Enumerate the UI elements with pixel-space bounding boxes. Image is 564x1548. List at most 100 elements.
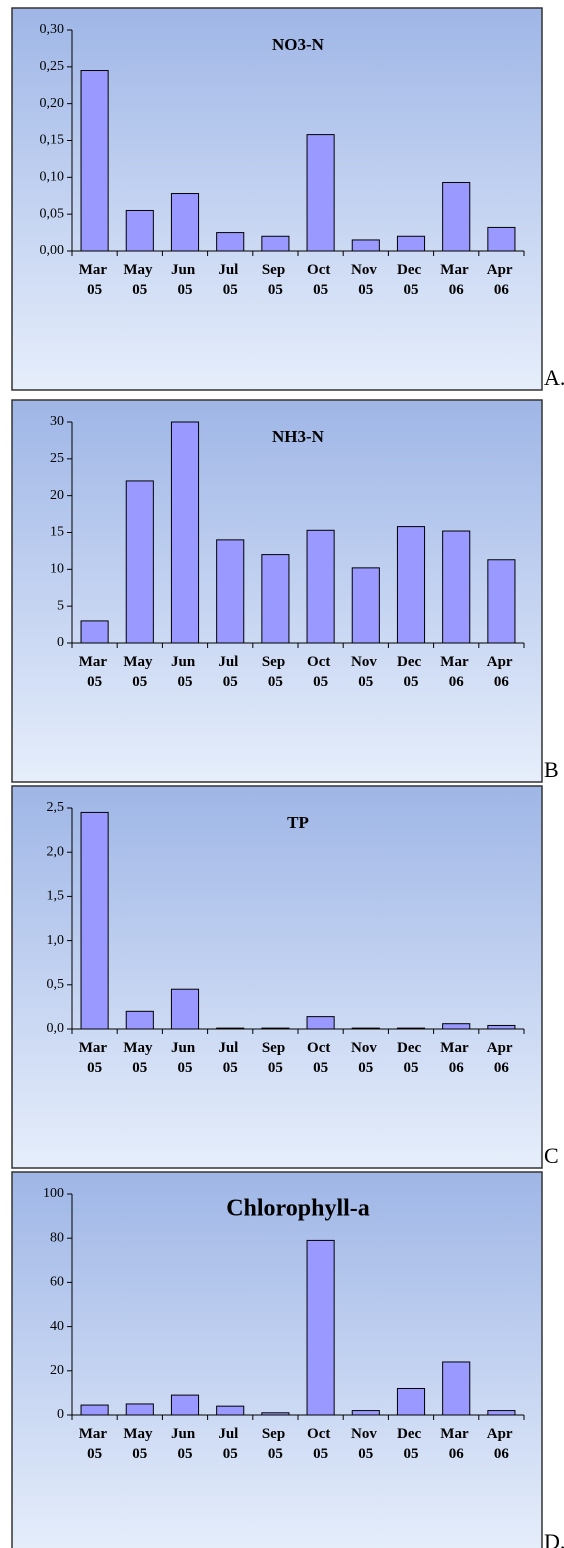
x-tick-label: Jun 05	[171, 654, 199, 690]
bar	[261, 1412, 290, 1416]
x-tick-label: Oct 05	[307, 1426, 334, 1462]
x-tick-label: Mar 06	[440, 654, 472, 690]
x-tick-label: Mar 05	[79, 262, 111, 298]
bar	[80, 811, 109, 1030]
bar	[351, 1410, 380, 1416]
x-tick-label: Jul 05	[218, 654, 242, 690]
bar	[487, 226, 516, 252]
x-tick-label: Mar 05	[79, 1040, 111, 1076]
x-tick-label: Apr 06	[487, 1040, 516, 1076]
bar	[396, 526, 426, 644]
panel	[11, 1171, 543, 1548]
x-tick-label: Oct 05	[307, 1040, 334, 1076]
x-tick-label: Sep 05	[262, 262, 289, 298]
x-tick-label: Nov 05	[351, 1426, 381, 1462]
y-tick-label: 2,5	[47, 800, 65, 815]
panel-label: D.	[544, 1529, 564, 1548]
chart-title: Chlorophyll-a	[226, 1196, 370, 1222]
bar	[216, 1405, 245, 1416]
y-tick-label: 1,0	[47, 933, 65, 948]
bar	[396, 1387, 426, 1416]
x-tick-label: Mar 06	[440, 262, 472, 298]
x-tick-label: Oct 05	[307, 654, 334, 690]
x-tick-label: Mar 05	[79, 1426, 111, 1462]
x-tick-label: Nov 05	[351, 654, 381, 690]
bar	[170, 421, 200, 644]
x-tick-label: Jun 05	[171, 262, 199, 298]
bar	[170, 988, 200, 1030]
bar	[442, 181, 471, 252]
y-tick-label: 1,5	[47, 889, 65, 904]
y-tick-label: 5	[57, 598, 64, 613]
y-tick-label: 0,30	[40, 22, 65, 37]
bar	[306, 1016, 335, 1030]
bar	[125, 480, 154, 644]
x-tick-label: Apr 06	[487, 654, 516, 690]
x-tick-label: Apr 06	[487, 1426, 516, 1462]
bar	[487, 1410, 516, 1416]
panel-label: B	[544, 757, 559, 782]
x-tick-label: Apr 06	[487, 262, 516, 298]
y-tick-label: 20	[50, 1363, 64, 1378]
bar	[261, 235, 290, 252]
bar	[80, 70, 109, 252]
bar	[306, 529, 335, 644]
y-tick-label: 0,0	[47, 1021, 65, 1036]
bar	[306, 134, 335, 252]
bar	[216, 232, 245, 252]
x-tick-label: Mar 06	[440, 1426, 472, 1462]
x-tick-label: Jul 05	[218, 1426, 242, 1462]
chart-title: NO3-N	[272, 35, 325, 54]
x-tick-label: Mar 06	[440, 1040, 472, 1076]
y-tick-label: 25	[50, 451, 64, 466]
y-tick-label: 80	[50, 1230, 64, 1245]
y-tick-label: 20	[50, 488, 64, 503]
chart-title: TP	[287, 813, 309, 832]
bar	[487, 1024, 516, 1030]
x-tick-label: Dec 05	[397, 262, 425, 298]
bar	[351, 567, 380, 644]
bar	[442, 530, 471, 644]
y-tick-label: 100	[43, 1186, 64, 1201]
x-tick-label: Sep 05	[262, 654, 289, 690]
y-tick-label: 0,20	[40, 96, 65, 111]
bar	[125, 1010, 154, 1030]
x-tick-label: Jun 05	[171, 1426, 199, 1462]
x-tick-label: Nov 05	[351, 262, 381, 298]
x-tick-label: May 05	[123, 1426, 156, 1462]
x-tick-label: Mar 05	[79, 654, 111, 690]
y-tick-label: 40	[50, 1319, 64, 1334]
bar	[442, 1023, 471, 1030]
x-tick-label: Oct 05	[307, 262, 334, 298]
bar	[442, 1361, 471, 1416]
bar	[170, 193, 200, 252]
x-tick-label: Dec 05	[397, 1426, 425, 1462]
bar	[306, 1239, 335, 1416]
chart-title: NH3-N	[272, 427, 325, 446]
x-tick-label: Dec 05	[397, 1040, 425, 1076]
bar	[396, 1027, 426, 1030]
x-tick-label: May 05	[123, 654, 156, 690]
bar	[487, 559, 516, 644]
x-tick-label: Sep 05	[262, 1426, 289, 1462]
bar	[396, 235, 426, 252]
x-tick-label: Dec 05	[397, 654, 425, 690]
y-tick-label: 0,10	[40, 170, 65, 185]
y-tick-label: 0,25	[40, 59, 65, 74]
bar	[170, 1394, 200, 1416]
x-tick-label: May 05	[123, 1040, 156, 1076]
bar	[80, 1404, 109, 1416]
x-tick-label: May 05	[123, 262, 156, 298]
panel-label: A.	[544, 365, 564, 390]
bar	[216, 539, 245, 644]
y-tick-label: 30	[50, 414, 64, 429]
bar	[125, 1403, 154, 1416]
panel-label: C	[544, 1143, 559, 1168]
bar	[351, 1027, 380, 1030]
y-tick-label: 0,15	[40, 133, 65, 148]
x-tick-label: Jul 05	[218, 262, 242, 298]
bar	[261, 1027, 290, 1030]
x-tick-label: Jun 05	[171, 1040, 199, 1076]
y-tick-label: 0	[57, 1407, 64, 1422]
